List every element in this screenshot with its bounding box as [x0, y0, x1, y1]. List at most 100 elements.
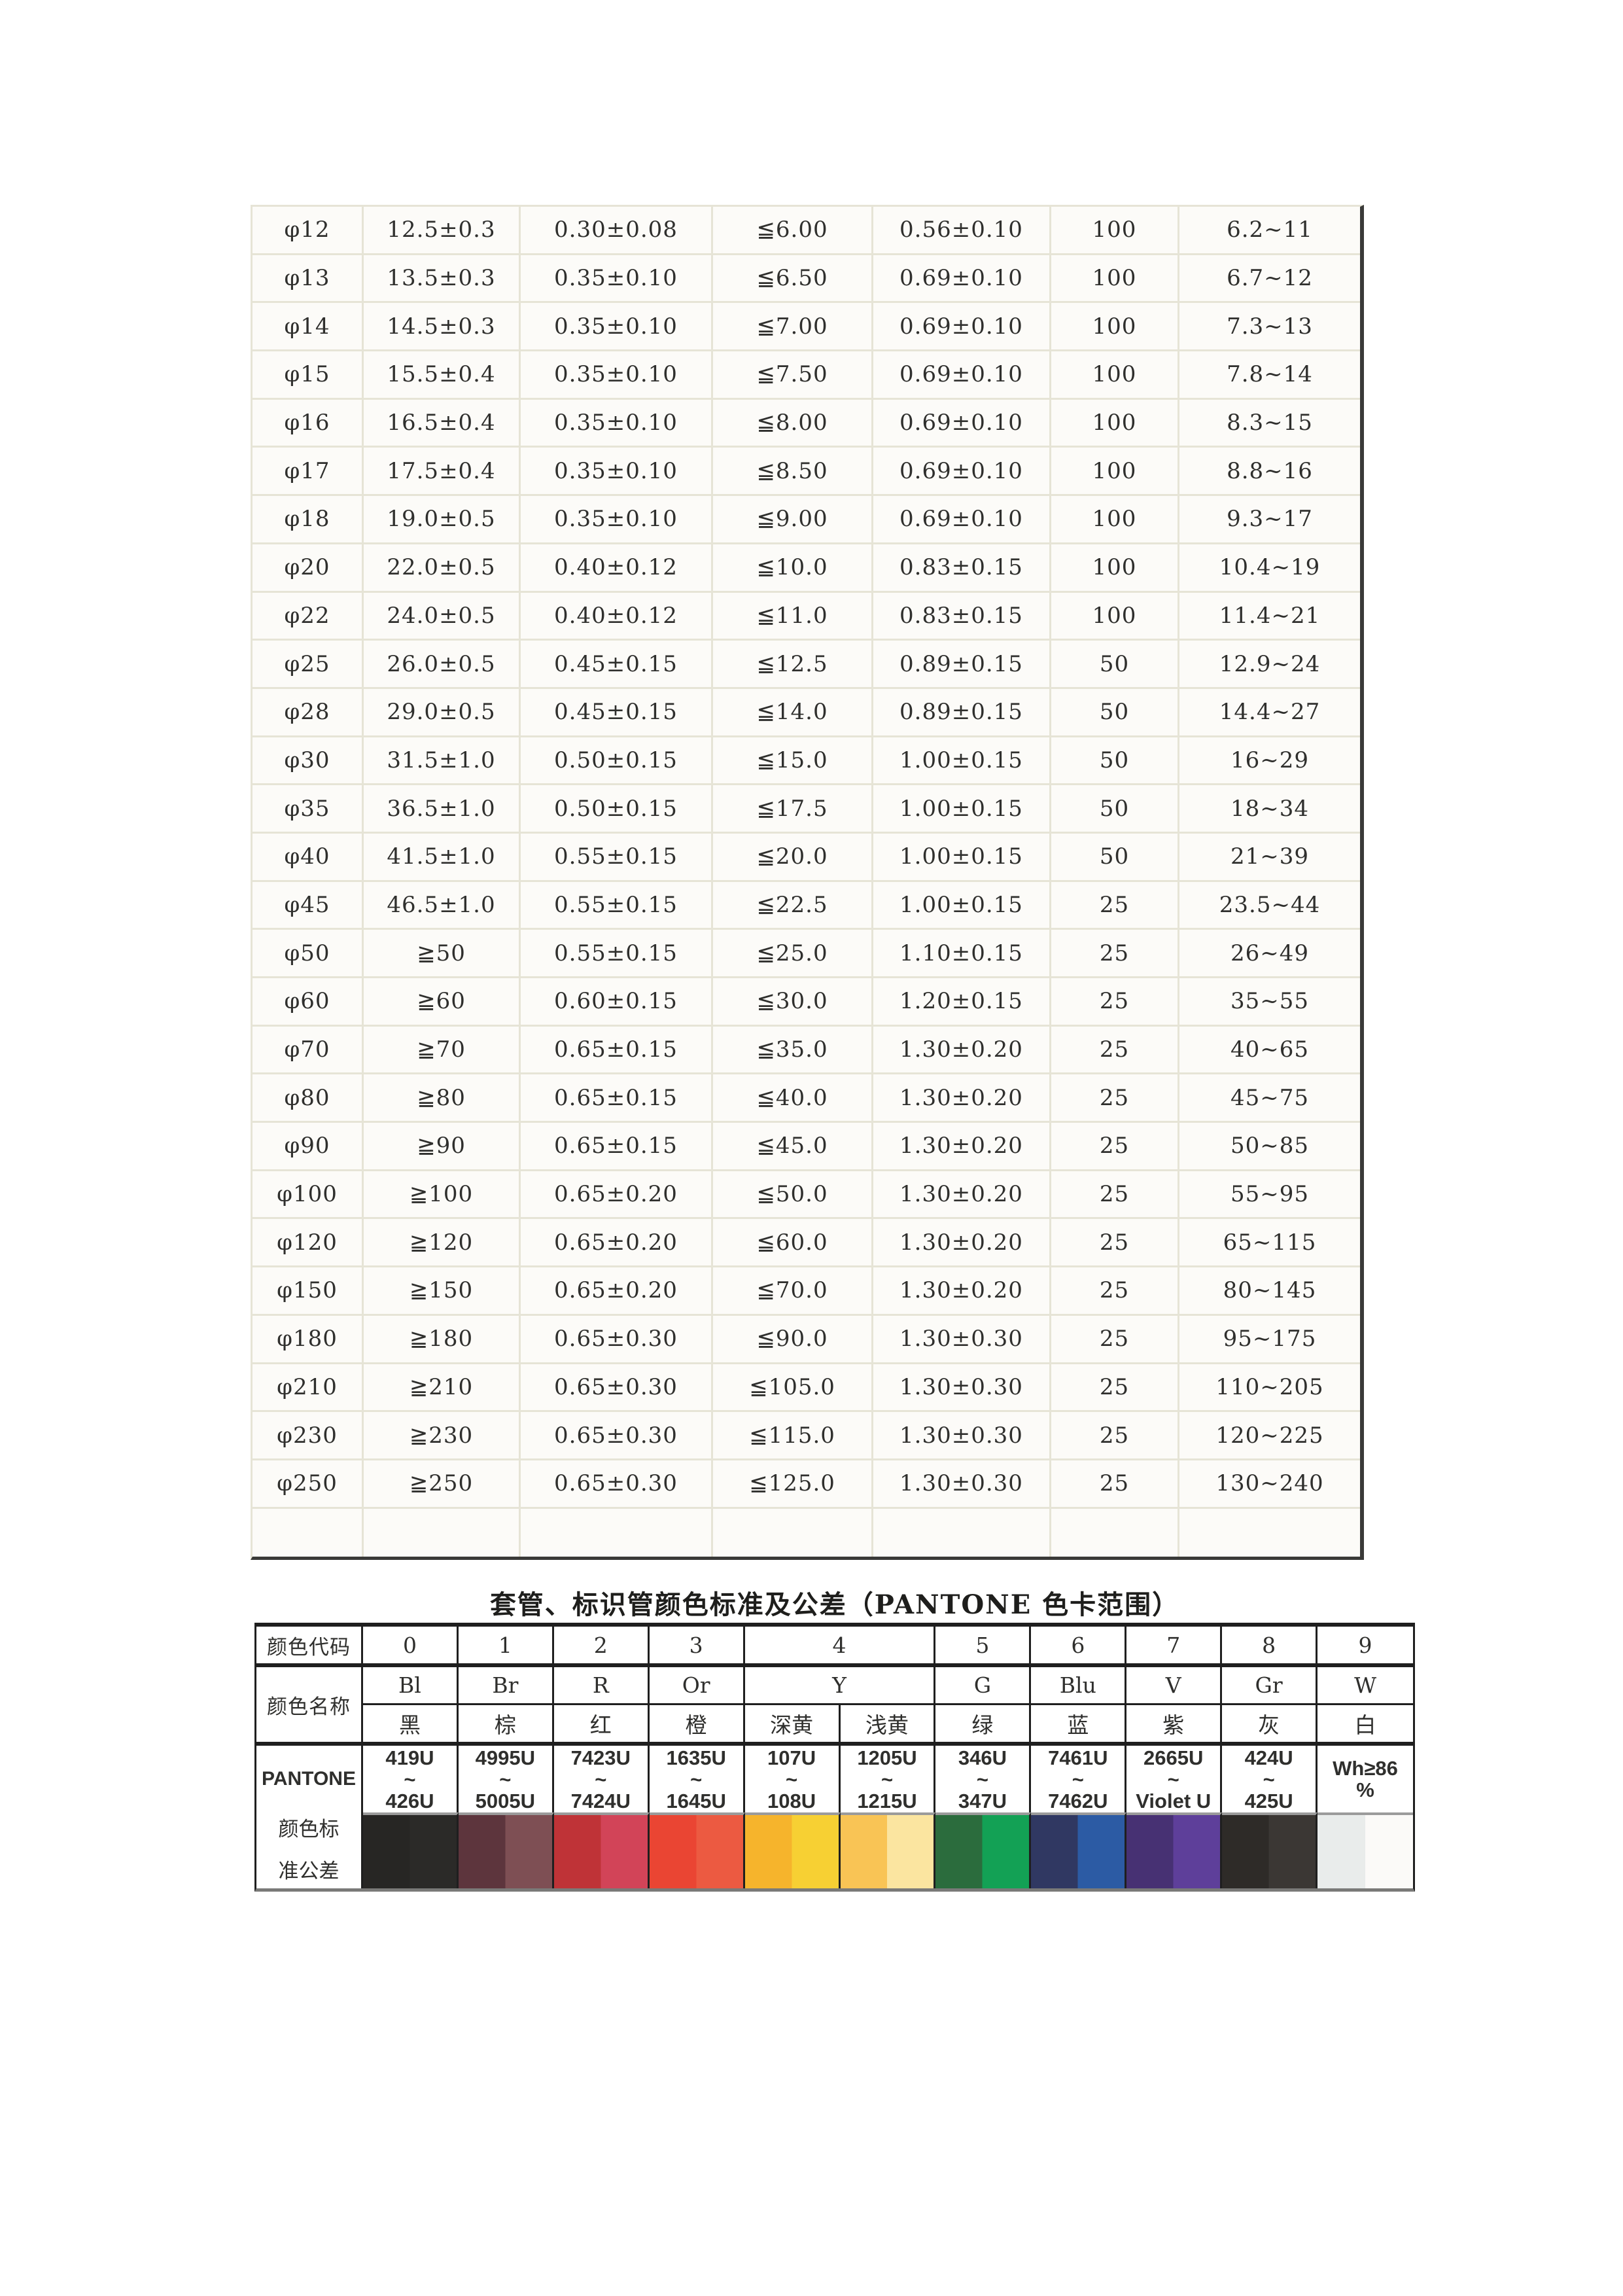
spec-cell: 8.8~16 — [1179, 448, 1360, 497]
spec-cell: 1.30±0.20 — [873, 1026, 1051, 1075]
spec-cell — [253, 1508, 364, 1557]
spec-cell: 25 — [1051, 978, 1179, 1027]
spec-cell: ≦8.00 — [713, 399, 873, 448]
spec-cell: ≦22.5 — [713, 881, 873, 930]
color-name-red: 红 — [553, 1705, 650, 1746]
spec-cell: ≦50.0 — [713, 1171, 873, 1220]
spec-cell: 0.65±0.30 — [521, 1412, 713, 1460]
spec-cell: 29.0±0.5 — [364, 688, 521, 737]
spec-cell: 0.65±0.15 — [521, 1074, 713, 1123]
spec-cell: 45~75 — [1179, 1074, 1360, 1123]
spec-cell: 25 — [1051, 881, 1179, 930]
spec-cell: 0.65±0.20 — [521, 1219, 713, 1268]
spec-cell: 0.65±0.30 — [521, 1460, 713, 1509]
spec-cell: 50 — [1051, 785, 1179, 834]
color-code-5: 5 — [935, 1627, 1032, 1667]
spec-cell: 23.5~44 — [1179, 881, 1360, 930]
spec-cell: φ210 — [253, 1364, 364, 1413]
spec-cell: φ250 — [253, 1460, 364, 1509]
spec-cell: 0.65±0.15 — [521, 1026, 713, 1075]
swatch-blue — [1031, 1812, 1127, 1888]
swatch-violet — [1126, 1812, 1223, 1888]
spec-cell: 0.40±0.12 — [521, 592, 713, 641]
color-table-title: 套管、标识管颜色标准及公差（PANTONE 色卡范围） — [489, 1589, 1180, 1620]
spec-cell: ≧210 — [364, 1364, 521, 1413]
spec-cell: ≧50 — [364, 930, 521, 978]
spec-cell: 1.00±0.15 — [873, 785, 1051, 834]
spec-cell: φ50 — [253, 930, 364, 978]
spec-cell: 24.0±0.5 — [364, 592, 521, 641]
spec-cell: 0.65±0.15 — [521, 1123, 713, 1171]
pantone-range-blue: 7461U ~ 7462U — [1031, 1746, 1127, 1812]
swatch-brown — [458, 1812, 554, 1888]
spec-cell: φ22 — [253, 592, 364, 641]
spec-cell: 8.3~15 — [1179, 399, 1360, 448]
spec-cell: 1.00±0.15 — [873, 833, 1051, 882]
spec-cell: 21~39 — [1179, 833, 1360, 882]
spec-cell: φ15 — [253, 351, 364, 400]
spec-cell: φ120 — [253, 1219, 364, 1268]
color-code-1: 1 — [458, 1627, 554, 1667]
spec-cell: 12.5±0.3 — [364, 207, 521, 255]
spec-cell: 0.60±0.15 — [521, 978, 713, 1027]
spec-cell: φ150 — [253, 1267, 364, 1316]
spec-cell: φ80 — [253, 1074, 364, 1123]
spec-cell: 1.30±0.20 — [873, 1123, 1051, 1171]
spec-cell: φ12 — [253, 207, 364, 255]
spec-cell: 100 — [1051, 448, 1179, 497]
spec-cell: 0.35±0.10 — [521, 303, 713, 352]
spec-cell — [521, 1508, 713, 1557]
spec-cell: 25 — [1051, 1364, 1179, 1413]
spec-cell: 0.55±0.15 — [521, 881, 713, 930]
spec-cell: 0.45±0.15 — [521, 688, 713, 737]
spec-cell: ≦90.0 — [713, 1315, 873, 1364]
spec-cell: 1.30±0.30 — [873, 1315, 1051, 1364]
spec-cell: ≦30.0 — [713, 978, 873, 1027]
spec-cell: 0.65±0.30 — [521, 1364, 713, 1413]
spec-cell: 41.5±1.0 — [364, 833, 521, 882]
color-name-blue: 蓝 — [1031, 1705, 1127, 1746]
spec-cell: 130~240 — [1179, 1460, 1360, 1509]
spec-cell: 7.8~14 — [1179, 351, 1360, 400]
spec-cell: 1.10±0.15 — [873, 930, 1051, 978]
spec-cell: 25 — [1051, 1267, 1179, 1316]
color-code-row-label: 颜色代码 — [256, 1627, 363, 1667]
spec-cell: 1.00±0.15 — [873, 737, 1051, 786]
color-name-light-yellow: 浅黄 — [840, 1705, 936, 1746]
color-code-0: 0 — [363, 1627, 459, 1667]
color-code-4: 4 — [744, 1627, 936, 1667]
spec-cell: 1.00±0.15 — [873, 881, 1051, 930]
spec-cell: ≦15.0 — [713, 737, 873, 786]
color-name-deep-yellow: 深黄 — [744, 1705, 841, 1746]
spec-cell: ≦10.0 — [713, 544, 873, 593]
spec-cell — [1051, 1508, 1179, 1557]
spec-cell: ≧80 — [364, 1074, 521, 1123]
spec-cell: 22.0±0.5 — [364, 544, 521, 593]
color-letter-gr: Gr — [1222, 1667, 1318, 1705]
spec-cell: 25 — [1051, 1219, 1179, 1268]
spec-cell: 0.56±0.10 — [873, 207, 1051, 255]
spec-cell: 0.35±0.10 — [521, 351, 713, 400]
spec-cell: ≦9.00 — [713, 496, 873, 544]
pantone-range-white: Wh≥86 % — [1318, 1746, 1413, 1812]
spec-cell: ≦20.0 — [713, 833, 873, 882]
pantone-range-gray: 424U ~ 425U — [1222, 1746, 1318, 1812]
spec-cell: 25 — [1051, 1171, 1179, 1220]
color-code-2: 2 — [553, 1627, 650, 1667]
spec-cell: ≦125.0 — [713, 1460, 873, 1509]
swatch-green — [935, 1812, 1032, 1888]
spec-cell: 0.69±0.10 — [873, 399, 1051, 448]
spec-cell — [1179, 1508, 1360, 1557]
spec-cell: 0.35±0.10 — [521, 496, 713, 544]
spec-cell: 100 — [1051, 496, 1179, 544]
spec-cell: 25 — [1051, 1074, 1179, 1123]
spec-cell: φ230 — [253, 1412, 364, 1460]
spec-cell: 6.2~11 — [1179, 207, 1360, 255]
spec-cell: 0.65±0.30 — [521, 1315, 713, 1364]
spec-cell: 6.7~12 — [1179, 255, 1360, 304]
spec-cell: ≦17.5 — [713, 785, 873, 834]
spec-cell: ≧120 — [364, 1219, 521, 1268]
spec-cell: 100 — [1051, 255, 1179, 304]
spec-cell: 9.3~17 — [1179, 496, 1360, 544]
spec-cell: 1.30±0.20 — [873, 1074, 1051, 1123]
